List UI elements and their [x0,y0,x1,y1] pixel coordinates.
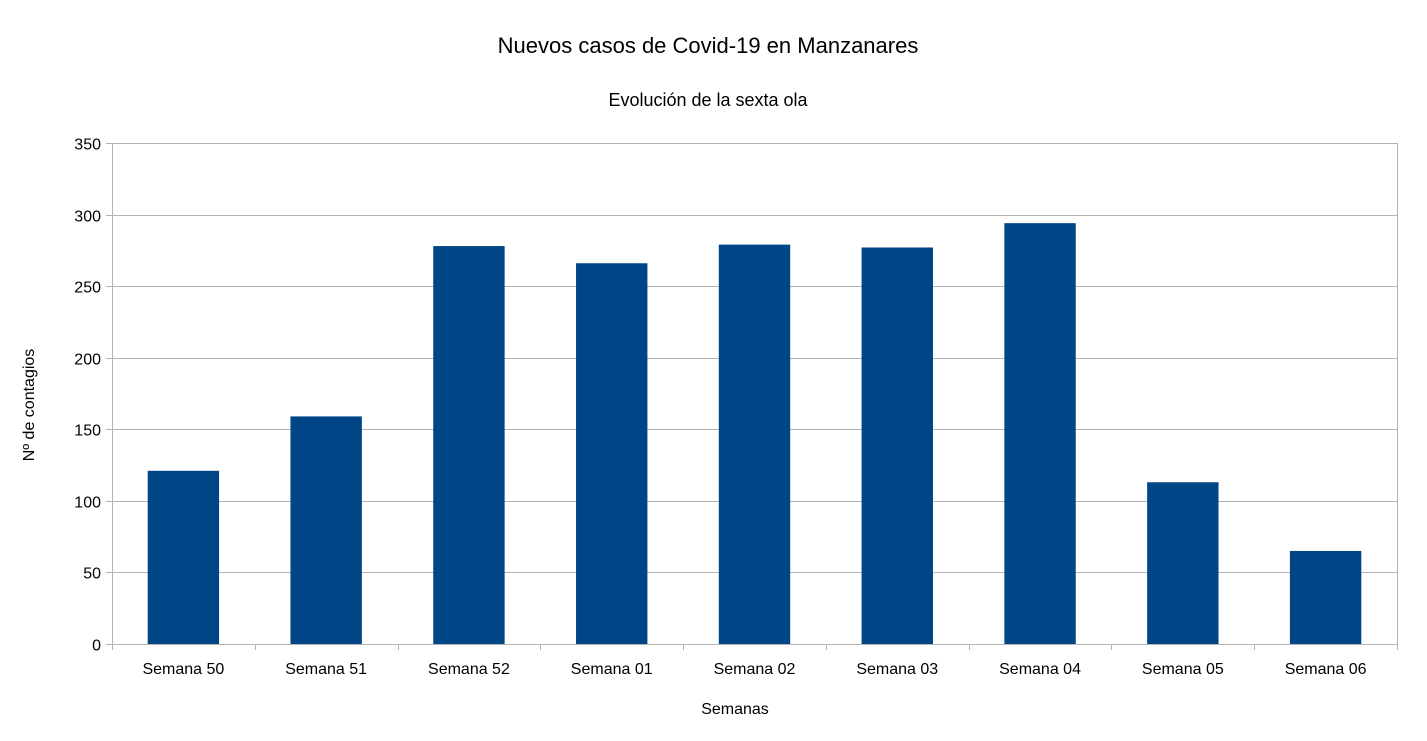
y-tick-label: 100 [74,495,101,512]
x-axis-title: Semanas [701,701,769,718]
y-tick-label: 200 [74,352,101,369]
bar [1289,550,1362,644]
axes [106,143,1398,650]
x-tick-labels: Semana 50 Semana 51 Semana 52 Semana 01 Sema… [142,661,1366,678]
bar [290,416,362,644]
y-tick-label: 300 [74,209,101,226]
y-axis-title: Nº de contagios [21,349,38,462]
bar [576,263,648,644]
y-tick-label: 150 [74,423,101,440]
x-tick-label: Semana 06 [1285,661,1367,678]
x-tick-label: Semana 04 [999,661,1081,678]
bar [861,247,933,645]
bars [147,223,1362,645]
x-tick-label: Semana 51 [285,661,367,678]
chart-subtitle: Evolución de la sexta ola [608,90,808,110]
chart-title: Nuevos casos de Covid-19 en Manzanares [498,33,919,58]
bar [1004,223,1076,644]
y-tick-labels: 0 50 100 150 200 250 300 350 [74,137,101,655]
x-tick-label: Semana 52 [428,661,510,678]
bar [147,470,220,644]
y-tick-label: 50 [83,566,101,583]
x-tick-label: Semana 03 [856,661,938,678]
x-tick-label: Semana 50 [142,661,224,678]
x-tick-label: Semana 01 [571,661,653,678]
x-tick-label: Semana 02 [714,661,796,678]
y-tick-label: 250 [74,280,101,297]
y-tick-label: 350 [74,137,101,154]
bar [718,244,791,644]
x-tick-label: Semana 05 [1142,661,1224,678]
bar [433,246,505,644]
y-tick-label: 0 [92,638,101,655]
bar [1147,482,1219,644]
